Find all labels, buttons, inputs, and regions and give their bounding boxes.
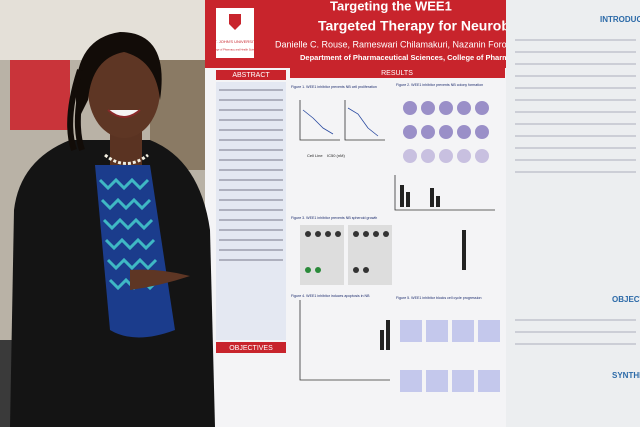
table-header: Cell Line bbox=[307, 153, 323, 158]
figure-caption: Figure 3. WEE1 inhibitor prevents NB sph… bbox=[291, 216, 377, 220]
abstract-bar bbox=[216, 70, 286, 80]
dress-pattern bbox=[98, 177, 160, 291]
flow-plots bbox=[400, 320, 500, 392]
figure-bars bbox=[380, 185, 466, 350]
figure-caption: Figure 1. WEE1 inhibitor prevents NB cel… bbox=[291, 85, 377, 89]
necklace bbox=[104, 153, 149, 165]
poster-header bbox=[205, 0, 510, 68]
objectives-bar bbox=[216, 342, 286, 353]
side-heading: SYNTHE bbox=[612, 371, 640, 380]
dress bbox=[95, 165, 175, 338]
results-bar bbox=[290, 68, 505, 78]
affiliation: Department of Pharmaceutical Sciences, C… bbox=[300, 53, 562, 62]
figure-plots bbox=[299, 100, 495, 381]
logo-name: ST. JOHN'S UNIVERSITY bbox=[212, 39, 259, 44]
table-header: IC50 (nM) bbox=[327, 153, 345, 158]
braids bbox=[67, 69, 89, 151]
hair bbox=[75, 32, 162, 120]
logo-shield bbox=[229, 14, 241, 30]
abstract-lines bbox=[219, 89, 283, 261]
title-line-1: Targeting the WEE1 bbox=[330, 0, 452, 13]
spheroid-plate bbox=[300, 225, 392, 285]
side-heading: OBJECTI bbox=[612, 295, 640, 304]
hand bbox=[130, 269, 190, 290]
authors: Danielle C. Rouse, Rameswari Chilamakuri… bbox=[275, 39, 548, 49]
figure-caption: Figure 4. WEE1 inhibitor induces apoptos… bbox=[291, 294, 370, 298]
logo-sub: College of Pharmacy and Health Sciences bbox=[211, 48, 260, 52]
colony-wells bbox=[403, 101, 489, 163]
face bbox=[88, 42, 160, 138]
figure-caption: Figure 2. WEE1 inhibitor prevents NB col… bbox=[396, 83, 483, 87]
side-poster bbox=[506, 0, 640, 427]
abstract-heading: ABSTRACT bbox=[232, 72, 270, 79]
objectives-heading: OBJECTIVES bbox=[229, 345, 273, 352]
side-text-lines bbox=[515, 39, 636, 345]
smile bbox=[107, 109, 141, 118]
side-heading: INTRODUC bbox=[600, 15, 640, 24]
abstract-body bbox=[216, 82, 286, 340]
figure-caption: Figure 5. WEE1 inhibitor blocks cell cyc… bbox=[396, 296, 482, 300]
red-banner bbox=[10, 60, 70, 130]
results-heading: RESULTS bbox=[381, 70, 413, 77]
title-line-2: Targeted Therapy for Neuroblaston bbox=[318, 18, 551, 34]
